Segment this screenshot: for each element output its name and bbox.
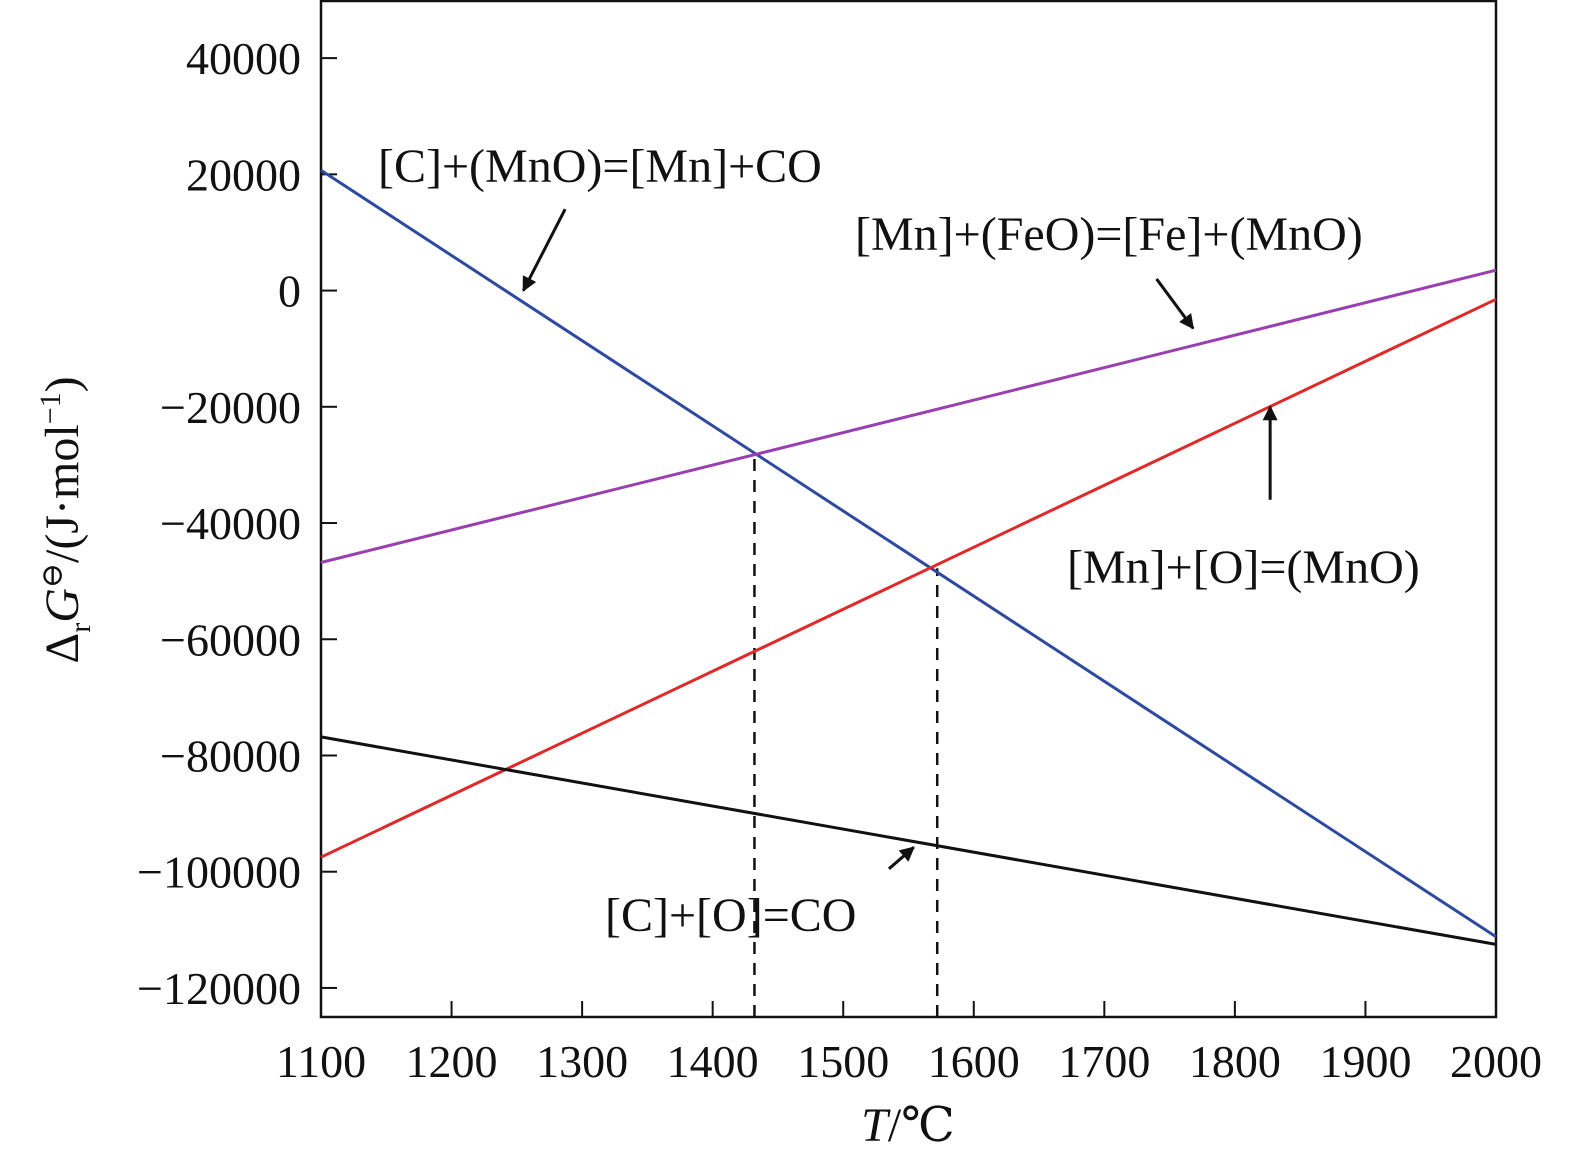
x-tick-label: 1800 <box>1189 1036 1281 1087</box>
annotation-arrow-c-mno <box>522 208 567 292</box>
x-tick-label: 1100 <box>276 1036 366 1087</box>
y-tick-label: −80000 <box>160 730 301 781</box>
x-tick-label: 1400 <box>667 1036 759 1087</box>
x-tick-label: 1900 <box>1319 1036 1411 1087</box>
y-axis-title-close: ) <box>36 376 89 392</box>
y-axis-title-subscript: r <box>64 623 97 633</box>
y-tick-label: −120000 <box>137 963 301 1014</box>
y-axis-title-wrapper: ΔrG⊖/(J·mol−1) <box>34 376 97 663</box>
x-axis-title: T/℃ <box>861 1099 955 1152</box>
y-tick-label: 40000 <box>186 33 301 84</box>
y-axis-title-unit: /(J·mol <box>36 424 89 563</box>
series-lines <box>320 169 1497 946</box>
y-axis-title-delta: Δ <box>36 633 89 664</box>
series-line-c-o <box>320 735 1497 946</box>
y-axis-ticks: 40000 20000 0 −20000 −40000 −60000 −80000 −1000… <box>137 33 337 1014</box>
series-line-mn-o <box>320 297 1497 859</box>
x-tick-label: 1300 <box>536 1036 628 1087</box>
y-axis-title-exponent: −1 <box>34 392 67 424</box>
x-tick-label: 1600 <box>928 1036 1020 1087</box>
x-tick-label: 1500 <box>797 1036 889 1087</box>
plot-frame <box>319 0 1498 1019</box>
annotation-label-mn-o: [Mn]+[O]=(MnO) <box>1067 541 1420 594</box>
y-axis-title-variable: G <box>36 588 89 623</box>
annotations: [C]+(MnO)=[Mn]+CO [Mn]+(FeO)=[Fe]+(MnO) [M… <box>378 140 1420 942</box>
x-axis-title-unit: /℃ <box>888 1099 955 1152</box>
y-axis-title-superscript: ⊖ <box>36 563 69 588</box>
annotation-arrow-c-o <box>887 846 915 870</box>
y-tick-label: 20000 <box>186 149 301 200</box>
y-tick-label: 0 <box>278 266 301 317</box>
series-line-c-mno <box>320 169 1497 939</box>
y-tick-label: −100000 <box>137 847 301 898</box>
series-line-mn-feo <box>320 268 1497 564</box>
y-tick-label: −60000 <box>160 614 301 665</box>
x-tick-label: 1200 <box>406 1036 498 1087</box>
annotation-label-mn-feo: [Mn]+(FeO)=[Fe]+(MnO) <box>855 208 1363 261</box>
y-tick-label: −40000 <box>160 498 301 549</box>
reference-lines <box>753 454 939 1017</box>
annotation-arrow-mn-feo <box>1155 278 1195 330</box>
x-tick-label: 1700 <box>1058 1036 1150 1087</box>
y-tick-label: −20000 <box>160 382 301 433</box>
annotation-label-c-mno: [C]+(MnO)=[Mn]+CO <box>378 140 822 193</box>
x-tick-label: 2000 <box>1450 1036 1542 1087</box>
plot-frame-rect <box>319 0 1498 1019</box>
x-axis-title-variable: T <box>861 1099 891 1152</box>
x-axis-ticks: 1100 1200 1300 1400 1500 1600 1700 1800 1900 2000 <box>276 1001 1542 1087</box>
y-axis-title: ΔrG⊖/(J·mol−1) <box>34 376 97 663</box>
annotation-label-c-o: [C]+[O]=CO <box>605 889 856 942</box>
